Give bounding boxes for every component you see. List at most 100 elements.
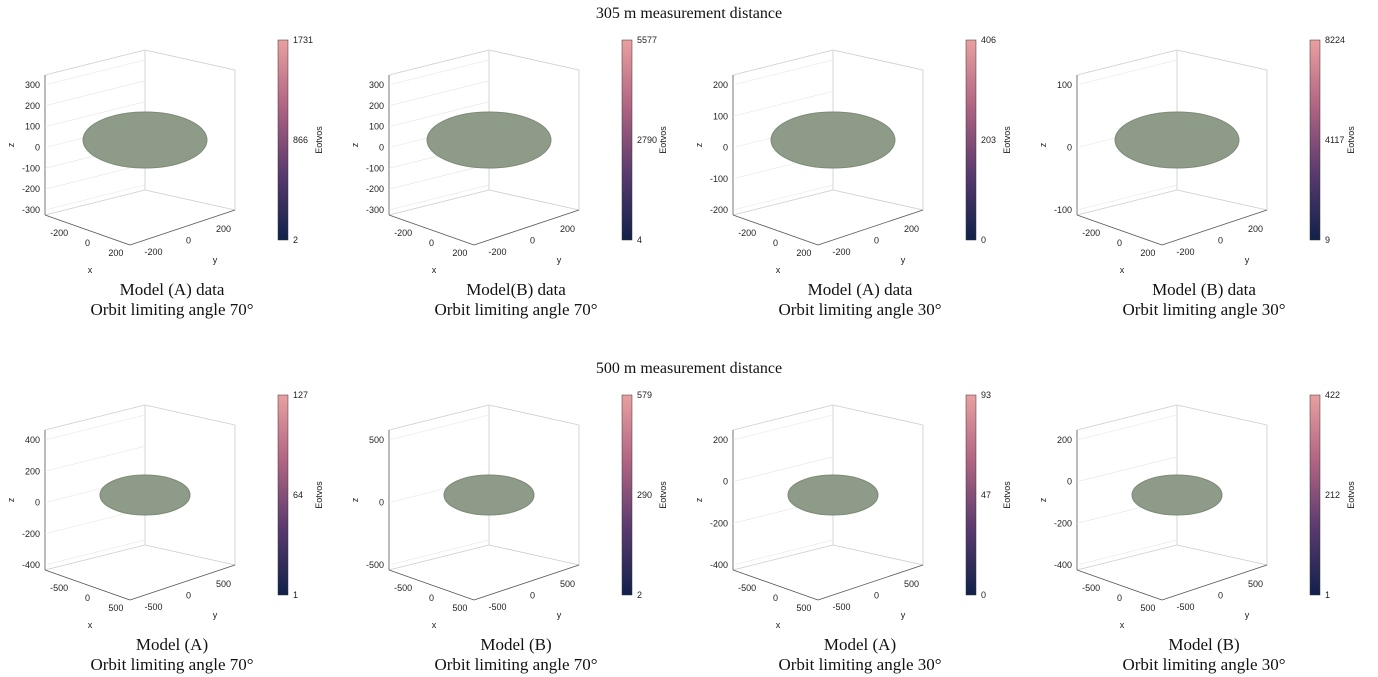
field-cone — [111, 71, 116, 79]
field-cone — [1107, 112, 1114, 140]
field-cone — [483, 544, 497, 571]
field-cone — [516, 70, 518, 93]
field-cone — [1174, 549, 1176, 562]
field-cone — [864, 435, 868, 444]
field-cone — [850, 440, 856, 462]
grid-line — [388, 414, 490, 441]
field-cone — [513, 547, 515, 556]
field-cone — [516, 179, 527, 206]
field-cone — [504, 448, 509, 460]
field-cone — [497, 55, 498, 82]
field-cone — [875, 529, 879, 539]
field-cone — [207, 180, 209, 189]
field-cone — [147, 441, 151, 456]
field-cone — [1123, 441, 1127, 455]
field-cone — [778, 436, 789, 463]
asteroid — [1114, 111, 1240, 169]
field-cone — [829, 431, 840, 452]
field-cone — [202, 114, 205, 127]
axis-label: y — [1245, 610, 1250, 620]
box-edge — [488, 404, 580, 426]
field-cone — [450, 533, 455, 556]
field-cone — [812, 413, 821, 432]
field-cone — [1195, 442, 1200, 463]
field-cone — [116, 192, 120, 214]
colorbar-label: Eotvos — [1346, 481, 1356, 509]
box-edge — [473, 209, 580, 246]
field-cone — [830, 208, 834, 218]
box-edge — [44, 49, 146, 76]
grid-line — [732, 59, 834, 86]
field-cone — [504, 432, 509, 442]
field-cone — [134, 68, 139, 88]
z-tick-label: 100 — [713, 111, 728, 121]
field-cone — [462, 63, 467, 86]
field-cone — [775, 463, 780, 487]
x-tick-label: 0 — [429, 238, 434, 248]
field-cone — [506, 445, 510, 455]
field-cone — [1204, 523, 1207, 532]
field-cone — [776, 85, 787, 103]
field-cone — [1171, 206, 1174, 218]
field-cone — [440, 519, 442, 548]
field-cone — [780, 528, 784, 542]
colorbar — [277, 39, 289, 241]
field-cone — [73, 501, 75, 519]
field-cone — [125, 433, 131, 459]
field-cone — [103, 540, 109, 562]
x-tick-label: 0 — [773, 593, 778, 603]
field-cone — [858, 67, 863, 90]
field-cone — [798, 203, 809, 223]
field-cone — [1106, 472, 1116, 500]
field-cone — [199, 90, 202, 109]
box-edge — [832, 544, 924, 566]
field-cone — [1232, 518, 1234, 529]
colorbar-tick-label: 290 — [637, 490, 652, 500]
field-cone — [174, 89, 185, 118]
z-tick-label: 0 — [35, 143, 40, 153]
z-tick-label: 200 — [1057, 435, 1072, 445]
z-tick-label: 0 — [1067, 477, 1072, 487]
plot-3d: 100 0 -100 z -200 0 200 x -200 0 200 y 8224 4117 9 Eotv… — [1038, 35, 1356, 275]
field-cone — [1208, 75, 1215, 96]
grid-line — [1076, 184, 1178, 211]
axis-label: z — [694, 142, 704, 147]
z-tick-label: -200 — [710, 518, 728, 528]
colorbar-tick-label: 1 — [293, 590, 298, 600]
field-cone — [447, 423, 449, 445]
field-cone — [869, 186, 873, 200]
field-cone — [1212, 531, 1214, 541]
field-cone — [1184, 427, 1185, 436]
z-tick-label: 200 — [713, 80, 728, 90]
box-edge — [44, 544, 146, 571]
field-cone — [161, 204, 163, 213]
field-cone — [791, 539, 794, 550]
box-edge — [832, 189, 924, 211]
field-cone — [165, 457, 168, 466]
colorbar-tick-label: 127 — [293, 390, 308, 400]
field-cone — [157, 545, 161, 570]
field-cone — [1189, 91, 1192, 108]
field-cone — [875, 474, 878, 489]
z-tick-label: 500 — [369, 435, 384, 445]
field-cone — [1202, 421, 1205, 439]
field-cone — [848, 426, 854, 453]
field-cone — [875, 445, 879, 467]
field-cone — [1130, 196, 1135, 213]
field-cone — [792, 84, 802, 111]
field-cone — [482, 75, 488, 87]
field-cone — [785, 531, 791, 553]
z-tick-label: 300 — [25, 80, 40, 90]
field-cone — [121, 74, 126, 83]
field-cone — [438, 435, 441, 457]
field-cone — [517, 529, 521, 550]
field-cone — [1199, 53, 1201, 79]
field-cone — [536, 515, 540, 530]
field-cone — [493, 568, 495, 589]
field-cone — [524, 526, 530, 553]
field-cone — [179, 455, 181, 472]
field-cone — [110, 455, 113, 470]
field-cone — [849, 536, 853, 546]
asteroid — [770, 111, 896, 169]
